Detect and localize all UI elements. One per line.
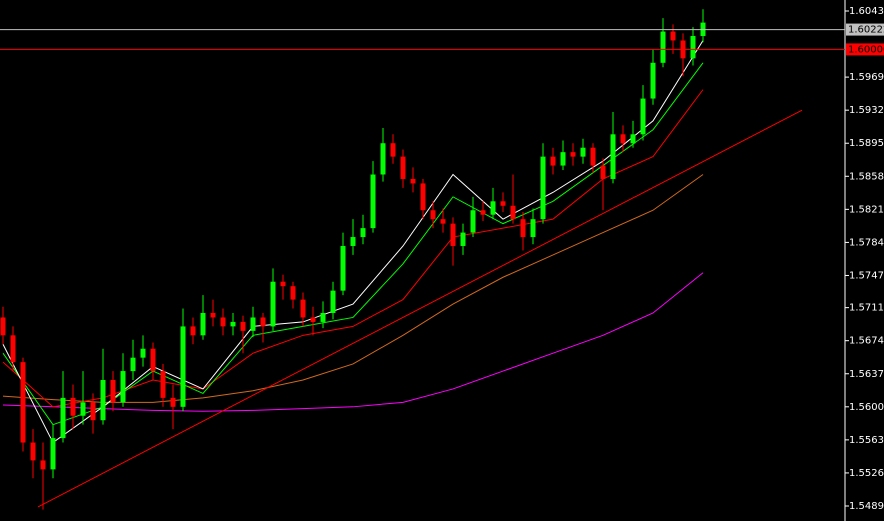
candle-body: [560, 152, 566, 166]
candle-body: [360, 228, 366, 238]
candle-body: [230, 321, 236, 327]
candle-body: [140, 348, 146, 358]
candle-body: [460, 232, 466, 246]
candle-body: [180, 326, 186, 407]
candle-body: [270, 281, 276, 327]
candle-body: [630, 134, 636, 144]
y-tick-label: 1.54890: [849, 501, 884, 512]
moving-average: [2, 62, 704, 426]
moving-average: [2, 272, 704, 412]
candle-body: [330, 290, 336, 313]
candle-body: [160, 371, 166, 398]
price-label-box: [846, 23, 884, 36]
price-label-box: [846, 43, 884, 56]
candle-body: [600, 165, 606, 179]
candle-body: [440, 219, 446, 224]
y-tick-label: 1.56370: [849, 369, 884, 380]
price-label: 1.60000: [848, 44, 884, 55]
candle-body: [70, 397, 76, 416]
candle-body: [430, 210, 436, 220]
candle-body: [670, 31, 676, 41]
candle-body: [290, 286, 296, 300]
price-label: 1.60222: [848, 25, 884, 36]
y-tick-label: 1.57470: [849, 270, 884, 281]
candle-body: [420, 183, 426, 211]
candle-body: [390, 143, 396, 157]
candle-body: [410, 178, 416, 184]
candle-body: [110, 380, 116, 403]
candle-body: [500, 201, 506, 206]
candle-body: [590, 147, 596, 166]
candle-body: [520, 219, 526, 238]
candle-body: [340, 245, 346, 291]
candle-body: [660, 31, 666, 63]
y-tick-label: 1.56740: [849, 336, 884, 347]
candle-body: [400, 156, 406, 179]
candle-body: [170, 397, 176, 407]
candle-body: [510, 205, 516, 220]
candle-body: [80, 402, 86, 416]
candle-body: [690, 36, 696, 59]
candle-body: [150, 348, 156, 372]
candle-body: [640, 98, 646, 135]
candle-body: [280, 281, 286, 287]
candle-body: [60, 397, 66, 439]
y-tick-label: 1.55260: [849, 468, 884, 479]
candle-body: [300, 299, 306, 318]
candle-body: [480, 210, 486, 215]
y-tick-label: 1.60430: [849, 6, 884, 17]
candle-body: [550, 156, 556, 166]
candle-body: [100, 380, 106, 421]
candle-body: [20, 362, 26, 443]
y-tick-label: 1.57840: [849, 237, 884, 248]
candle-body: [120, 371, 126, 403]
candle-body: [530, 219, 536, 238]
candle-body: [470, 210, 476, 233]
candle-body: [370, 174, 376, 229]
candle-body: [570, 152, 576, 157]
candle-body: [380, 143, 386, 175]
y-tick-label: 1.56000: [849, 402, 884, 413]
candle-body: [240, 321, 246, 331]
moving-average: [2, 40, 704, 444]
y-tick-label: 1.58210: [849, 204, 884, 215]
candle-body: [450, 223, 456, 246]
candle-body: [30, 442, 36, 461]
trend-line: [37, 109, 803, 508]
y-tick-label: 1.57110: [849, 303, 884, 314]
candle-body: [190, 326, 196, 336]
moving-average: [2, 89, 704, 408]
candle-body: [350, 237, 356, 246]
candle-body: [90, 402, 96, 421]
y-tick-label: 1.58580: [849, 171, 884, 182]
candle-body: [490, 201, 496, 215]
candle-body: [40, 460, 46, 470]
candle-body: [650, 62, 656, 99]
candle-body: [50, 438, 56, 470]
y-tick-label: 1.59320: [849, 105, 884, 116]
candle-body: [130, 357, 136, 372]
y-tick-label: 1.59690: [849, 72, 884, 83]
candle-body: [580, 147, 586, 157]
candle-body: [610, 134, 616, 179]
candle-body: [620, 134, 626, 144]
y-tick-label: 1.58950: [849, 138, 884, 149]
candle-body: [250, 317, 256, 331]
candle-body: [320, 312, 326, 322]
candle-body: [260, 317, 266, 327]
candle-body: [0, 317, 6, 336]
candle-body: [200, 312, 206, 336]
candle-body: [310, 317, 316, 322]
moving-average: [2, 174, 704, 403]
candle-body: [540, 156, 546, 220]
candle-body: [220, 317, 226, 327]
y-tick-label: 1.55630: [849, 435, 884, 446]
candle-body: [10, 335, 16, 363]
candle-body: [210, 312, 216, 318]
